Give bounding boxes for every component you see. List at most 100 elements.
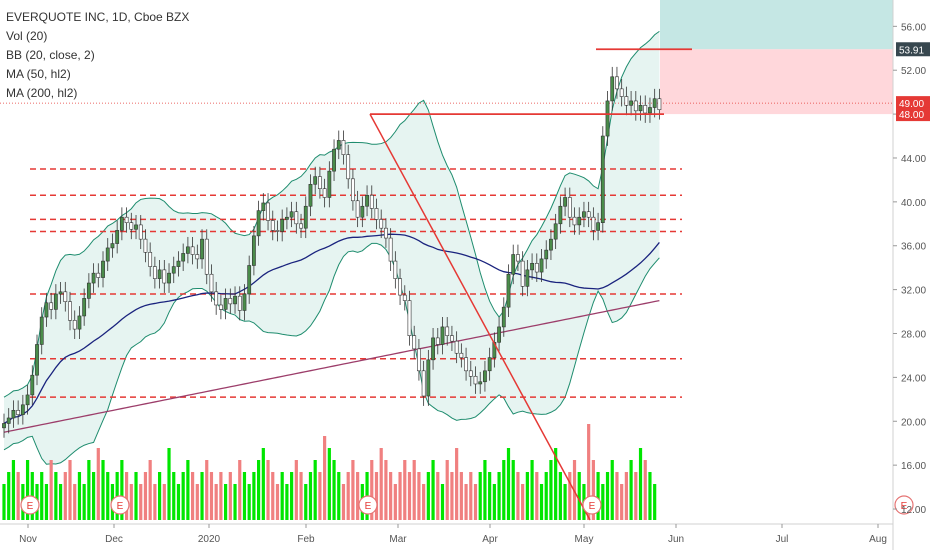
volume-bar bbox=[7, 472, 11, 520]
volume-bar bbox=[153, 484, 157, 520]
volume-bar bbox=[157, 472, 162, 520]
candle-body bbox=[77, 315, 82, 330]
candle-body bbox=[525, 269, 530, 287]
volume-bar bbox=[351, 460, 355, 520]
price-badge-bg bbox=[896, 107, 930, 122]
candle-body bbox=[336, 140, 341, 150]
candle-body bbox=[162, 269, 167, 284]
candle-body bbox=[586, 211, 591, 218]
volume-bar bbox=[82, 484, 86, 520]
volume-bar bbox=[558, 472, 562, 520]
earnings-marker[interactable]: E bbox=[894, 495, 914, 515]
volume-bar bbox=[58, 484, 63, 520]
volume-bar bbox=[483, 460, 487, 520]
symbol-title[interactable]: EVERQUOTE INC, 1D, Cboe BZX bbox=[6, 10, 190, 24]
volume-bar bbox=[124, 472, 129, 520]
candle-body bbox=[228, 298, 233, 305]
legend-ma200[interactable]: MA (200, hl2) bbox=[6, 86, 78, 100]
legend-ma50[interactable]: MA (50, hl2) bbox=[6, 67, 71, 81]
candle-body bbox=[218, 304, 223, 310]
candle-body bbox=[72, 320, 77, 330]
volume-bar bbox=[648, 472, 652, 520]
y-tick-label: 36.00 bbox=[901, 242, 926, 253]
volume-bar bbox=[63, 472, 67, 520]
x-tick-label: Aug bbox=[869, 534, 887, 545]
candle-body bbox=[242, 293, 247, 311]
volume-bars bbox=[2, 424, 657, 520]
earnings-marker[interactable]: E bbox=[110, 495, 130, 515]
x-tick-label: Mar bbox=[389, 534, 407, 545]
x-tick-label: 2020 bbox=[198, 534, 221, 545]
volume-bar bbox=[25, 460, 30, 520]
earnings-label: E bbox=[117, 501, 124, 512]
volume-bar bbox=[634, 472, 638, 520]
candle-body bbox=[600, 135, 605, 224]
volume-bar bbox=[87, 460, 91, 520]
volume-bar bbox=[455, 448, 459, 520]
volume-bar bbox=[139, 484, 143, 520]
volume-bar bbox=[563, 484, 567, 520]
candle-body bbox=[426, 359, 431, 397]
volume-bar bbox=[252, 472, 256, 520]
volume-bar bbox=[591, 460, 595, 520]
candle-body bbox=[497, 326, 501, 343]
candle-body bbox=[440, 326, 445, 345]
candle-body bbox=[346, 154, 351, 180]
volume-bar bbox=[323, 436, 327, 520]
candle-body bbox=[20, 404, 25, 415]
x-tick-label: Jun bbox=[668, 534, 684, 545]
downtrend-line bbox=[369, 113, 591, 521]
candle-body bbox=[261, 202, 266, 211]
price-badge-label: 49.00 bbox=[899, 99, 924, 110]
candle-body bbox=[530, 262, 534, 271]
volume-bar bbox=[280, 472, 284, 520]
volume-bar bbox=[596, 472, 600, 520]
volume-bar bbox=[219, 472, 223, 520]
candle-body bbox=[327, 170, 332, 198]
legend-bollinger[interactable]: BB (20, close, 2) bbox=[6, 48, 95, 62]
volume-bar bbox=[308, 472, 313, 520]
volume-bar bbox=[426, 472, 430, 520]
y-tick-label: 16.00 bbox=[901, 461, 926, 472]
volume-bar bbox=[374, 472, 379, 520]
volume-bar bbox=[266, 460, 270, 520]
volume-bar bbox=[186, 460, 190, 520]
candle-body bbox=[270, 220, 275, 231]
earnings-marker[interactable]: E bbox=[582, 495, 602, 515]
y-tick-label: 24.00 bbox=[901, 373, 926, 384]
volume-bar bbox=[610, 460, 614, 520]
candle-body bbox=[129, 222, 134, 230]
earnings-marker[interactable]: E bbox=[358, 495, 378, 515]
candle-body bbox=[105, 247, 110, 262]
candle-body bbox=[124, 216, 129, 224]
candle-body bbox=[591, 216, 596, 231]
volume-bar bbox=[209, 472, 214, 520]
volume-bar bbox=[148, 460, 152, 520]
volume-bar bbox=[568, 472, 572, 520]
candle-body bbox=[638, 105, 643, 112]
earnings-label: E bbox=[27, 501, 34, 512]
candle-body bbox=[200, 238, 204, 260]
candle-body bbox=[501, 306, 506, 328]
earnings-circle bbox=[582, 495, 602, 515]
candle-body bbox=[322, 188, 327, 198]
candle-body bbox=[58, 291, 63, 295]
volume-bar bbox=[162, 484, 166, 520]
legend-volume[interactable]: Vol (20) bbox=[6, 29, 48, 43]
volume-bar bbox=[459, 472, 463, 520]
x-tick-label: Jul bbox=[776, 534, 789, 545]
volume-bar bbox=[544, 472, 548, 520]
volume-bar bbox=[101, 460, 105, 520]
candle-body bbox=[299, 223, 303, 229]
earnings-marker[interactable]: E bbox=[20, 495, 40, 515]
earnings-label: E bbox=[365, 501, 372, 512]
candle-body bbox=[176, 260, 181, 267]
candle-body bbox=[464, 357, 468, 372]
candle-body bbox=[407, 300, 412, 336]
volume-bar bbox=[200, 472, 204, 520]
candle-body bbox=[516, 254, 520, 262]
candle-body bbox=[384, 227, 388, 239]
volume-bar bbox=[577, 472, 581, 520]
